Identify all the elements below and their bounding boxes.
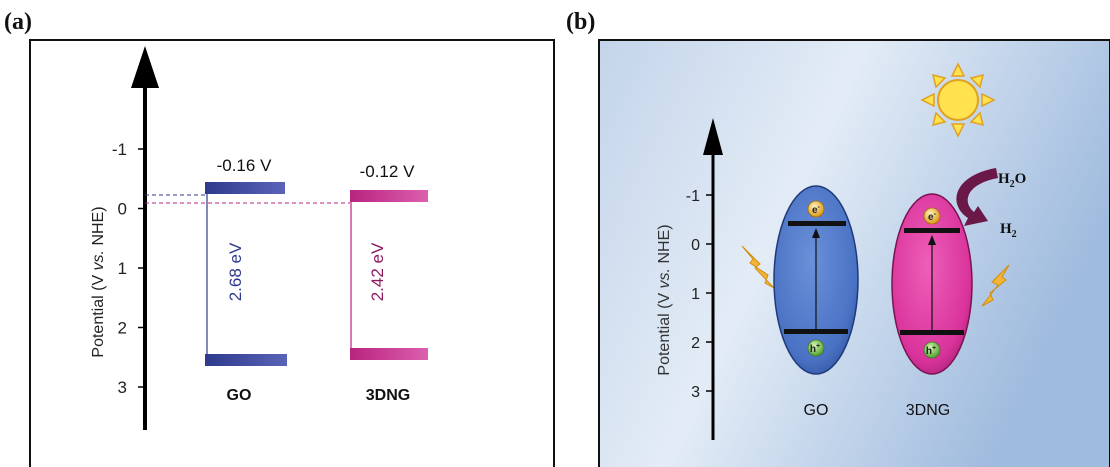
go-particle-label: GO [804, 402, 829, 419]
go-hole-label: h+ [810, 343, 820, 355]
dng-band-gap-label: 2.42 eV [368, 242, 387, 301]
dng-hole [923, 341, 941, 359]
go-excitation-arrowhead [812, 228, 820, 238]
right-lightning-icon [981, 264, 1010, 307]
panel-a-y-axis-label: Potential (V vs. NHE) [90, 206, 107, 357]
go-band-gap-label: 2.68 eV [226, 242, 245, 301]
panel-a-tick-label: 0 [118, 200, 127, 219]
dng-particle-label: 3DNG [906, 402, 950, 419]
dng-electron-label: e- [928, 211, 937, 223]
panel-a-frame [29, 39, 555, 467]
go-hole [807, 339, 825, 357]
panel-b-tick-label: 3 [691, 384, 700, 401]
go-vb-level [784, 329, 848, 334]
panel-b-tick-label: -1 [686, 188, 700, 205]
panel-b-tick-label: 1 [691, 286, 700, 303]
panel-a-tick-label: 1 [118, 259, 127, 278]
go-electron-label: e- [812, 204, 821, 216]
go-cb-level [788, 221, 846, 226]
dng-valence-band [350, 348, 428, 360]
go-valence-band [205, 354, 287, 366]
panel-b-tick-label: 0 [691, 237, 700, 254]
go-material-label: GO [227, 387, 252, 404]
panel-a-y-axis-arrowhead [131, 46, 159, 88]
panel-a-tick-label: 3 [118, 378, 127, 397]
panel-b: (b) Potential (V vs. NHE) -1 0 1 2 3 [566, 9, 1110, 467]
panel-a-tick-label: -1 [112, 140, 127, 159]
panel-b-y-axis-label: Potential (V vs. NHE) [656, 224, 673, 375]
dng-excitation-arrowhead [928, 235, 936, 245]
panel-b-y-axis-arrowhead [703, 118, 723, 155]
left-lightning-icon [741, 245, 775, 289]
go-electron [807, 200, 825, 218]
dng-material-label: 3DNG [366, 387, 410, 404]
panel-b-tick-label: 2 [691, 335, 700, 352]
dng-vb-level [900, 330, 964, 335]
panel-a-tick-label: 2 [118, 319, 127, 338]
dng-electron [923, 207, 941, 225]
panel-a-label: (a) [4, 9, 32, 35]
dng-cb-potential-label: -0.12 V [360, 162, 415, 181]
reaction-arrow [956, 168, 998, 226]
sun-icon [920, 62, 996, 138]
dng-cb-level [904, 228, 960, 233]
dng-hole-label: h+ [926, 345, 936, 357]
dng-conduction-band [350, 190, 428, 202]
reactant-label: H2O [998, 171, 1026, 190]
panel-b-ticks: -1 0 1 2 3 [686, 188, 713, 401]
go-conduction-band [205, 182, 285, 194]
panel-a: (a) Potential (V vs. NHE) -1 0 1 2 3 -0.16 V… [4, 9, 555, 467]
go-cb-potential-label: -0.16 V [217, 156, 272, 175]
panel-a-ticks: -1 0 1 2 3 [112, 140, 145, 397]
panel-b-label: (b) [566, 9, 595, 35]
product-label: H2 [1000, 221, 1017, 240]
